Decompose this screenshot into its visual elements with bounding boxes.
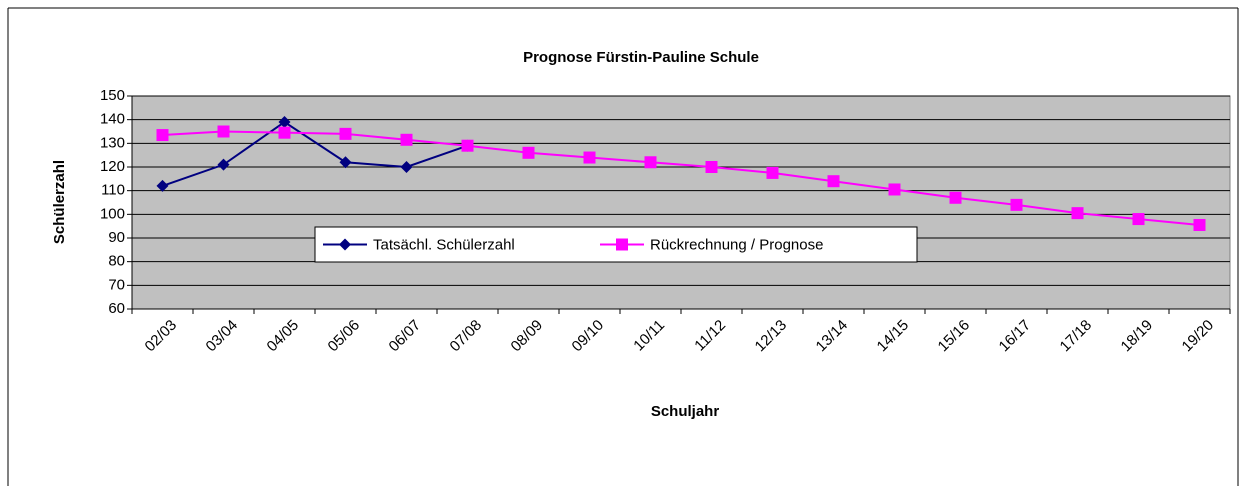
x-tick-label: 06/07 bbox=[386, 317, 425, 356]
y-tick-label: 130 bbox=[100, 134, 125, 151]
x-tick-label: 07/08 bbox=[447, 317, 486, 356]
x-tick-label: 16/17 bbox=[996, 317, 1035, 356]
y-tick-label: 70 bbox=[108, 276, 125, 293]
marker bbox=[339, 238, 351, 251]
marker bbox=[644, 156, 657, 169]
marker bbox=[766, 166, 779, 179]
x-axis-label: Schuljahr bbox=[651, 403, 720, 420]
x-tick-label: 11/12 bbox=[691, 317, 729, 355]
x-tick-label: 05/06 bbox=[325, 317, 364, 356]
marker bbox=[156, 179, 169, 192]
x-tick-label: 12/13 bbox=[752, 317, 791, 356]
y-tick-label: 140 bbox=[100, 111, 125, 128]
marker bbox=[522, 146, 535, 159]
marker bbox=[400, 161, 413, 173]
marker bbox=[888, 183, 901, 196]
y-tick-label: 120 bbox=[100, 158, 125, 175]
marker bbox=[339, 127, 352, 140]
chart-title: Prognose Fürstin-Pauline Schule bbox=[523, 49, 759, 66]
y-tick-label: 110 bbox=[101, 182, 125, 199]
legend-label: Tatsächl. Schülerzahl bbox=[373, 236, 515, 253]
x-tick-label: 08/09 bbox=[508, 317, 547, 356]
x-tick-label: 18/19 bbox=[1118, 317, 1157, 356]
marker bbox=[278, 116, 291, 129]
y-axis-label: Schülerzahl bbox=[51, 160, 68, 244]
x-tick-label: 03/04 bbox=[203, 317, 242, 356]
x-tick-label: 02/03 bbox=[142, 317, 181, 356]
marker bbox=[827, 175, 840, 188]
marker bbox=[217, 125, 230, 138]
marker bbox=[1132, 213, 1145, 226]
marker bbox=[461, 139, 474, 152]
x-tick-label: 19/20 bbox=[1179, 317, 1218, 356]
marker bbox=[1071, 207, 1084, 220]
x-tick-label: 13/14 bbox=[813, 317, 852, 356]
marker bbox=[1193, 218, 1206, 231]
plot-area bbox=[131, 95, 1231, 310]
marker bbox=[339, 156, 352, 169]
marker bbox=[616, 238, 628, 251]
y-tick-label: 90 bbox=[108, 229, 125, 246]
legend-label: Rückrechnung / Prognose bbox=[650, 236, 823, 253]
series-line bbox=[162, 130, 1200, 226]
y-tick-label: 100 bbox=[100, 205, 125, 222]
x-tick-label: 09/10 bbox=[569, 317, 608, 356]
x-tick-label: 14/15 bbox=[874, 317, 913, 356]
marker bbox=[583, 151, 596, 164]
marker bbox=[278, 126, 291, 139]
marker bbox=[156, 129, 169, 142]
series-line bbox=[162, 120, 468, 187]
y-tick-label: 80 bbox=[108, 253, 125, 270]
x-tick-label: 17/18 bbox=[1057, 317, 1096, 356]
marker bbox=[217, 158, 230, 171]
x-tick-label: 15/16 bbox=[935, 317, 974, 356]
marker bbox=[400, 133, 413, 146]
x-tick-label: 04/05 bbox=[264, 317, 303, 356]
y-tick-label: 150 bbox=[100, 87, 125, 104]
x-tick-label: 10/11 bbox=[630, 317, 668, 355]
y-tick-label: 60 bbox=[108, 300, 125, 317]
marker bbox=[1010, 198, 1023, 211]
marker bbox=[949, 191, 962, 204]
marker bbox=[705, 161, 718, 173]
